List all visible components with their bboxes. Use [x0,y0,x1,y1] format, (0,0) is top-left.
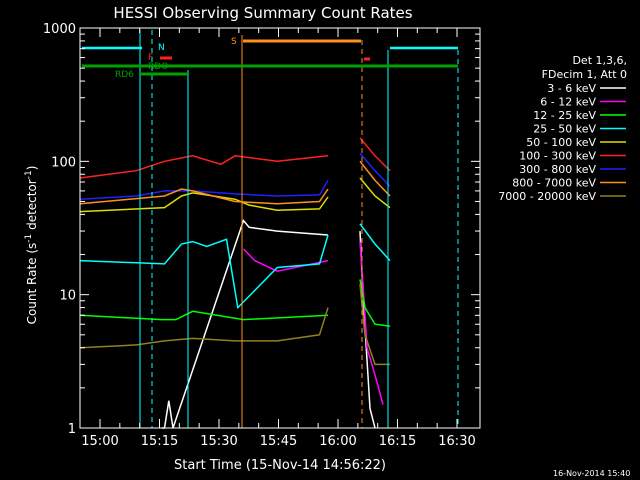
series-line-7-1 [359,160,391,197]
x-tick-label: 16:00 [319,434,356,449]
plot-lines [79,137,391,429]
series-line-0-0 [161,218,329,429]
legend-label-8: 7000 - 20000 keV [498,190,596,203]
legend-label-1: 6 - 12 keV [540,96,596,109]
series-line-6-1 [359,152,391,187]
series-line-3-0 [79,234,329,310]
legend-label-4: 50 - 100 keV [526,136,596,149]
legend-label-2: 12 - 25 keV [533,109,596,122]
series-line-4-1 [359,177,391,209]
x-tick-label: 16:30 [438,434,475,449]
label-rd6: RD6 [115,70,134,80]
y-axis-label-sup1: -1 [24,234,34,243]
y-axis-label-sup2: -1 [24,170,34,179]
plot-frame [79,27,481,429]
x-tick-label: 16:15 [379,434,416,449]
legend-header-line-2: FDecim 1, Att 0 [542,68,627,81]
series-line-3-1 [359,223,391,262]
chart-title: HESSI Observing Summary Count Rates [113,4,412,22]
legend-label-3: 25 - 50 keV [533,123,596,136]
series-line-4-0 [79,192,329,213]
legend-label-0: 3 - 6 keV [547,82,596,95]
label-s: S [231,37,237,47]
series-line-8-0 [79,307,329,349]
series-line-2-0 [79,310,329,321]
x-tick-label: 15:15 [141,434,178,449]
y-axis-label-mid: detector [25,179,39,234]
series-line-6-0 [79,180,329,200]
axes: 1 10 100 1000 15:00 15:15 15:30 15:45 16:00 16:15… [43,22,481,449]
series-line-5-1 [359,137,391,172]
series-line-7-0 [79,188,329,205]
label-rdo: RDO [148,62,168,72]
x-axis-label: Start Time (15-Nov-14 14:56:22) [174,458,386,473]
x-tick-label: 15:45 [260,434,297,449]
legend-label-7: 800 - 7000 keV [512,177,596,190]
y-tick-label: 1 [68,422,76,437]
y-tick-label: 100 [51,155,76,170]
y-axis-label: Count Rate (s-1 detector-1) [24,166,39,325]
x-tick-label: 15:00 [81,434,118,449]
y-axis-label-end: ) [25,166,39,171]
series-line-5-0 [79,155,329,179]
label-f: F [148,53,153,63]
x-tick-label: 15:30 [200,434,237,449]
y-axis-label-main: Count Rate (s [25,243,39,325]
label-n: N [158,43,165,53]
y-tick-label: 1000 [43,22,76,37]
legend-header-line-1: Det 1,3,6, [572,54,627,67]
legend-label-5: 100 - 300 keV [519,150,596,163]
y-tick-label: 10 [59,289,76,304]
series-line-8-1 [359,284,390,366]
legend-label-6: 300 - 800 keV [519,163,596,176]
timestamp: 16-Nov-2014 15:40 [553,469,630,478]
